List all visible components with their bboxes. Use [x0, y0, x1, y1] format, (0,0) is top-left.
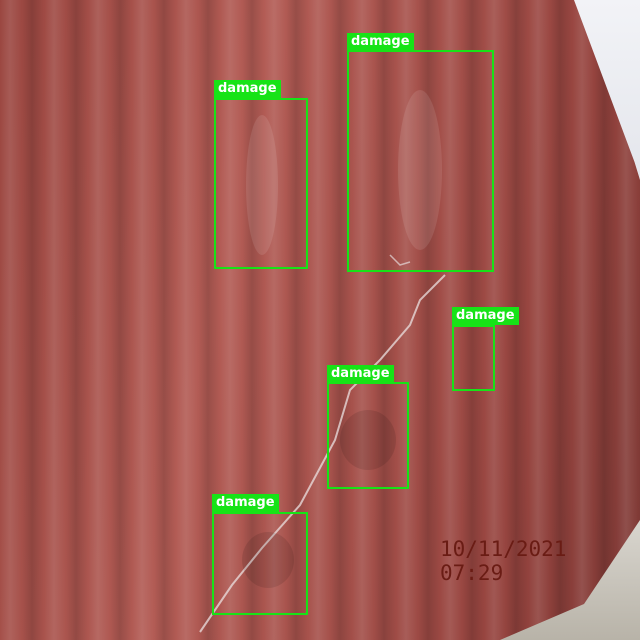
- damage-label: damage: [212, 494, 279, 512]
- dent-shade: [340, 410, 396, 470]
- damage-label: damage: [452, 307, 519, 325]
- dent-shade: [246, 115, 278, 255]
- damage-box: [214, 98, 308, 269]
- scratch-line: [199, 274, 446, 633]
- dent-shade: [398, 90, 442, 250]
- damage-label: damage: [214, 80, 281, 98]
- photo-timestamp: 10/11/2021 07:29: [440, 537, 567, 585]
- damage-label: damage: [327, 365, 394, 383]
- damage-box: [212, 512, 308, 615]
- damage-box: [347, 50, 494, 272]
- damage-label: damage: [347, 33, 414, 51]
- damage-box: [452, 325, 495, 391]
- dent-shade: [242, 532, 294, 588]
- chalk-mark: [389, 254, 411, 266]
- damage-box: [327, 382, 409, 489]
